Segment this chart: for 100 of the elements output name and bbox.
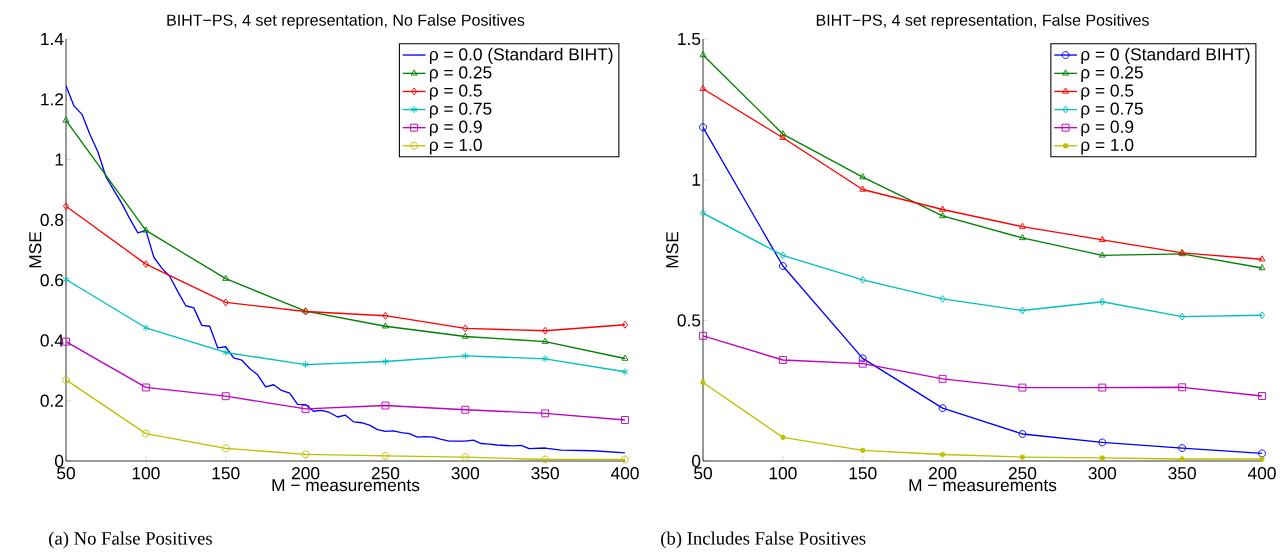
y-axis-title: MSE (29, 231, 42, 268)
legend-label: ρ = 0.0 (Standard BIHT) (429, 47, 613, 64)
point (621, 354, 629, 361)
point (1099, 297, 1106, 306)
x-tick-label: 250 (1008, 467, 1037, 480)
legend-label: ρ = 0.5 (429, 84, 482, 101)
point (859, 275, 866, 284)
point (699, 84, 707, 91)
point (141, 429, 150, 438)
point (1098, 251, 1106, 258)
point (222, 274, 230, 281)
point (1178, 444, 1187, 452)
legend-label: ρ = 0.5 (1081, 84, 1134, 101)
point (301, 450, 310, 459)
point (142, 226, 150, 233)
point (222, 348, 230, 357)
point (1018, 383, 1027, 392)
point (301, 404, 310, 413)
y-tick-label: 1 (692, 173, 701, 186)
point (939, 212, 947, 219)
point (1258, 264, 1266, 271)
y-tick-label: 1.2 (41, 93, 64, 106)
x-tick-label: 350 (1168, 467, 1196, 480)
point (699, 209, 707, 218)
point (381, 451, 390, 460)
legend-label: ρ = 0.9 (1081, 120, 1134, 137)
point (778, 262, 787, 270)
y-axis-title: MSE (666, 231, 679, 268)
legend-label: ρ = 1.0 (429, 138, 482, 155)
point (858, 359, 867, 368)
point (62, 375, 70, 384)
point (381, 322, 389, 329)
point (1098, 235, 1106, 243)
point (461, 453, 470, 462)
point (141, 383, 150, 392)
point (1018, 430, 1027, 438)
point (859, 173, 867, 180)
point (221, 392, 230, 401)
point (1258, 311, 1266, 320)
point (1018, 233, 1026, 241)
y-tick-label: 0.4 (40, 334, 64, 347)
point (621, 416, 629, 424)
point (381, 401, 390, 410)
y-tick-label: 0 (692, 454, 701, 468)
y-tick-label: 0 (54, 454, 64, 468)
point (858, 354, 867, 363)
text: (a) No False Positives (49, 531, 212, 549)
x-axis-title: M − measurements (909, 479, 1057, 492)
point (1258, 255, 1266, 262)
point (621, 320, 629, 329)
point (62, 116, 70, 123)
legend-label: ρ = 0.75 (1081, 102, 1143, 119)
point (938, 374, 947, 383)
point (221, 444, 230, 453)
point (699, 51, 707, 58)
y-tick-label: 0.6 (40, 274, 64, 287)
x-tick-label: 350 (531, 467, 559, 480)
point (938, 404, 947, 413)
point (461, 351, 469, 360)
point (1258, 449, 1266, 458)
x-tick-label: 300 (451, 467, 480, 480)
legend-label: ρ = 0.75 (429, 102, 492, 119)
point (1178, 383, 1187, 392)
x-tick-label: 50 (694, 467, 712, 480)
point (1098, 383, 1107, 392)
point (859, 185, 867, 192)
x-tick-label: 150 (212, 467, 240, 480)
x-tick-label: 300 (1088, 467, 1117, 480)
point (939, 295, 946, 303)
point (1018, 222, 1026, 229)
point (1098, 438, 1107, 447)
point (541, 337, 549, 344)
x-tick-label: 250 (371, 467, 400, 480)
point (462, 324, 469, 333)
point (699, 123, 707, 132)
chart-title: BIHT−PS, 4 set representation, False Positives (816, 14, 1149, 29)
point (302, 360, 310, 369)
point (222, 298, 229, 307)
point (699, 331, 707, 340)
point (1258, 392, 1266, 400)
text: (b) Includes False Positives (661, 531, 866, 549)
x-tick-label: 200 (929, 467, 957, 480)
point (461, 332, 469, 339)
legend-label: ρ = 1.0 (1081, 138, 1134, 155)
legend-label: ρ = 0.25 (1081, 66, 1143, 83)
y-tick-label: 1.4 (41, 33, 64, 45)
x-tick-label: 200 (291, 467, 320, 480)
y-tick-label: 1 (55, 153, 64, 166)
y-tick-label: 0.5 (677, 314, 701, 327)
legend-label: ρ = 0 (Standard BIHT) (1081, 47, 1250, 64)
y-tick-label: 1.5 (678, 32, 701, 46)
x-tick-label: 400 (1247, 467, 1276, 480)
legend-label: ρ = 0.9 (429, 120, 482, 137)
x-tick-label: 100 (132, 467, 160, 480)
point (461, 405, 470, 414)
point (621, 455, 629, 464)
point (381, 357, 389, 366)
legend-label: ρ = 0.25 (429, 66, 492, 83)
point (382, 311, 389, 320)
point (542, 326, 549, 335)
